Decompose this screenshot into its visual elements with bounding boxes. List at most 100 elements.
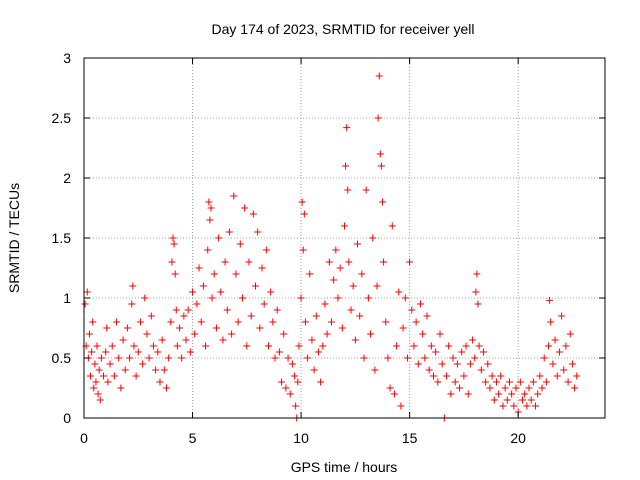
x-tick-label: 0 (80, 430, 88, 446)
data-point (95, 366, 103, 374)
data-point (173, 342, 181, 350)
data-point (390, 390, 398, 398)
data-point (360, 354, 368, 362)
data-point (510, 402, 518, 410)
data-point (414, 360, 422, 368)
data-point (521, 390, 529, 398)
data-point (254, 228, 262, 236)
data-point (245, 258, 253, 266)
data-point (165, 354, 173, 362)
data-point (230, 192, 238, 200)
data-point (123, 324, 131, 332)
data-point (312, 312, 320, 320)
data-point (456, 384, 464, 392)
y-tick-label: 1.5 (52, 230, 72, 246)
data-point (189, 288, 197, 296)
data-point (306, 270, 314, 278)
data-point (169, 234, 177, 242)
data-point (529, 378, 537, 386)
data-point (319, 342, 327, 350)
x-tick-label: 20 (510, 430, 526, 446)
data-point (168, 258, 176, 266)
data-point (432, 348, 440, 356)
data-point (382, 318, 390, 326)
chart-title: Day 174 of 2023, SRMTID for receiver yel… (212, 21, 475, 37)
data-point (97, 354, 105, 362)
data-point (460, 372, 468, 380)
data-point (573, 372, 581, 380)
y-tick-label: 0 (63, 410, 71, 426)
data-point (310, 366, 318, 374)
data-point (371, 366, 379, 374)
data-point (492, 378, 500, 386)
data-point (477, 366, 485, 374)
data-point (115, 354, 123, 362)
data-point (193, 300, 201, 308)
data-point (273, 306, 281, 314)
data-point (275, 348, 283, 356)
data-point (384, 354, 392, 362)
data-point (568, 360, 576, 368)
data-point (434, 378, 442, 386)
data-point (221, 258, 229, 266)
data-point (425, 366, 433, 374)
y-tick-label: 3 (63, 50, 71, 66)
data-point (356, 312, 364, 320)
data-point (469, 336, 477, 344)
data-point (367, 330, 375, 338)
data-point (212, 324, 220, 332)
data-point (132, 372, 140, 380)
data-point (449, 354, 457, 362)
data-point (172, 306, 180, 314)
data-point (100, 372, 108, 380)
data-point (94, 390, 102, 398)
data-point (180, 312, 188, 320)
data-point (81, 300, 89, 308)
data-point (83, 288, 91, 296)
data-point (278, 378, 286, 386)
data-point (184, 306, 192, 314)
data-point (545, 342, 553, 350)
data-point (547, 318, 555, 326)
data-point (170, 240, 178, 248)
data-point (191, 330, 199, 338)
data-point (342, 162, 350, 170)
data-point (347, 306, 355, 314)
data-point (182, 336, 190, 344)
data-point (298, 198, 306, 206)
data-point (297, 294, 305, 302)
data-point (143, 330, 151, 338)
data-point (282, 384, 290, 392)
data-point (403, 354, 411, 362)
data-point (128, 300, 136, 308)
data-point (197, 318, 205, 326)
data-point (119, 336, 127, 344)
data-point (136, 318, 144, 326)
data-point (314, 348, 322, 356)
data-point (89, 318, 97, 326)
data-point (486, 384, 494, 392)
data-point (206, 216, 214, 224)
data-point (419, 330, 427, 338)
data-point (362, 186, 370, 194)
data-point (369, 234, 377, 242)
data-point (160, 366, 168, 374)
data-point (145, 354, 153, 362)
data-point (234, 318, 242, 326)
data-point (103, 324, 111, 332)
data-point (260, 300, 268, 308)
data-point (503, 396, 511, 404)
y-tick-label: 0.5 (52, 350, 72, 366)
data-point (154, 348, 162, 356)
data-point (317, 378, 325, 386)
data-point (308, 336, 316, 344)
data-point (241, 204, 249, 212)
data-point (497, 372, 505, 380)
data-point (474, 300, 482, 308)
x-tick-label: 5 (189, 430, 197, 446)
data-point (354, 240, 362, 248)
data-point (149, 342, 157, 350)
x-tick-label: 15 (402, 430, 418, 446)
data-point (338, 324, 346, 332)
